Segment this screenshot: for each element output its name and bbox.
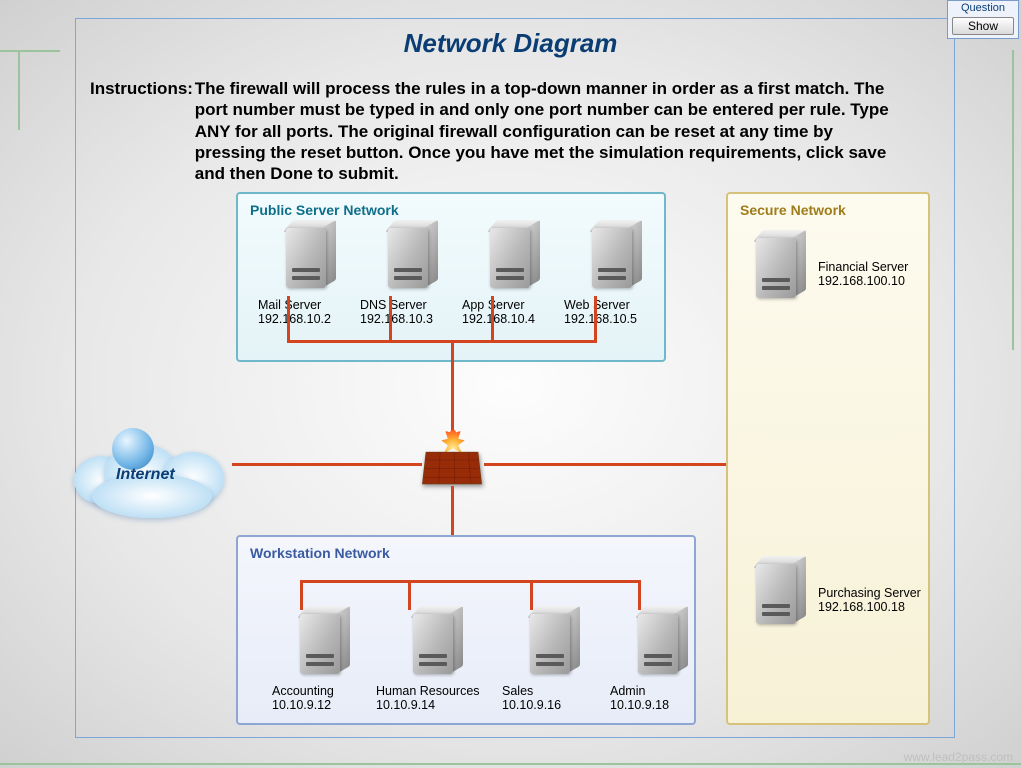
server-ip: 192.168.10.3 [360, 312, 460, 326]
server-web: Web Server 192.168.10.5 [564, 222, 664, 326]
ws-admin: Admin 10.10.9.18 [610, 608, 710, 712]
secure-network-title: Secure Network [740, 202, 928, 218]
internet-cloud: Internet [70, 420, 240, 520]
server-name: Financial Server [818, 260, 910, 274]
server-ip: 192.168.10.4 [462, 312, 562, 326]
deco-line [0, 763, 1021, 765]
server-ip: 192.168.10.5 [564, 312, 664, 326]
wire [287, 340, 597, 343]
server-icon [584, 222, 644, 294]
public-network-title: Public Server Network [250, 202, 664, 218]
watermark: www.lead2pass.com [904, 750, 1013, 764]
server-mail: Mail Server 192.168.10.2 [258, 222, 358, 326]
server-name: Mail Server [258, 298, 358, 312]
question-panel: Question Show [947, 0, 1019, 39]
show-button[interactable]: Show [952, 17, 1014, 35]
server-icon [748, 558, 808, 630]
wire [638, 580, 641, 610]
deco-line [18, 50, 20, 130]
globe-icon [112, 428, 154, 470]
server-ip: 10.10.9.18 [610, 698, 710, 712]
server-icon [292, 608, 352, 680]
server-icon [522, 608, 582, 680]
wire [491, 296, 494, 340]
instructions-text: The firewall will process the rules in a… [195, 78, 895, 184]
wire [389, 296, 392, 340]
deco-line [1012, 50, 1014, 350]
page-title: Network Diagram [0, 28, 1021, 59]
server-icon [278, 222, 338, 294]
server-name: Human Resources [376, 684, 494, 698]
server-icon [380, 222, 440, 294]
server-name: App Server [462, 298, 562, 312]
server-ip: 10.10.9.14 [376, 698, 494, 712]
workstation-network-title: Workstation Network [250, 545, 694, 561]
server-icon [748, 232, 808, 304]
server-icon [482, 222, 542, 294]
wire [287, 296, 290, 340]
server-ip: 10.10.9.16 [502, 698, 602, 712]
ws-accounting: Accounting 10.10.9.12 [272, 608, 372, 712]
ws-hr: Human Resources 10.10.9.14 [376, 608, 494, 712]
server-ip: 192.168.100.18 [818, 600, 920, 614]
instructions-label: Instructions: [90, 78, 190, 99]
server-financial: Financial Server 192.168.100.10 [740, 232, 910, 288]
instructions: Instructions: The firewall will process … [90, 78, 910, 184]
server-name: DNS Server [360, 298, 460, 312]
wire [300, 580, 303, 610]
server-app: App Server 192.168.10.4 [462, 222, 562, 326]
server-purchasing: Purchasing Server 192.168.100.18 [740, 558, 920, 614]
wire [300, 580, 640, 583]
wire [408, 580, 411, 610]
internet-label: Internet [116, 466, 175, 484]
wire [594, 296, 597, 340]
firewall-icon[interactable] [418, 430, 488, 490]
server-dns: DNS Server 192.168.10.3 [360, 222, 460, 326]
server-ip: 192.168.10.2 [258, 312, 358, 326]
wire [451, 340, 454, 436]
server-icon [405, 608, 465, 680]
server-ip: 10.10.9.12 [272, 698, 372, 712]
wire [530, 580, 533, 610]
server-name: Web Server [564, 298, 664, 312]
server-name: Purchasing Server [818, 586, 920, 600]
server-name: Sales [502, 684, 602, 698]
server-icon [630, 608, 690, 680]
server-ip: 192.168.100.10 [818, 274, 910, 288]
ws-sales: Sales 10.10.9.16 [502, 608, 602, 712]
question-header: Question [948, 1, 1018, 15]
wire [232, 463, 422, 466]
server-name: Admin [610, 684, 710, 698]
server-name: Accounting [272, 684, 372, 698]
